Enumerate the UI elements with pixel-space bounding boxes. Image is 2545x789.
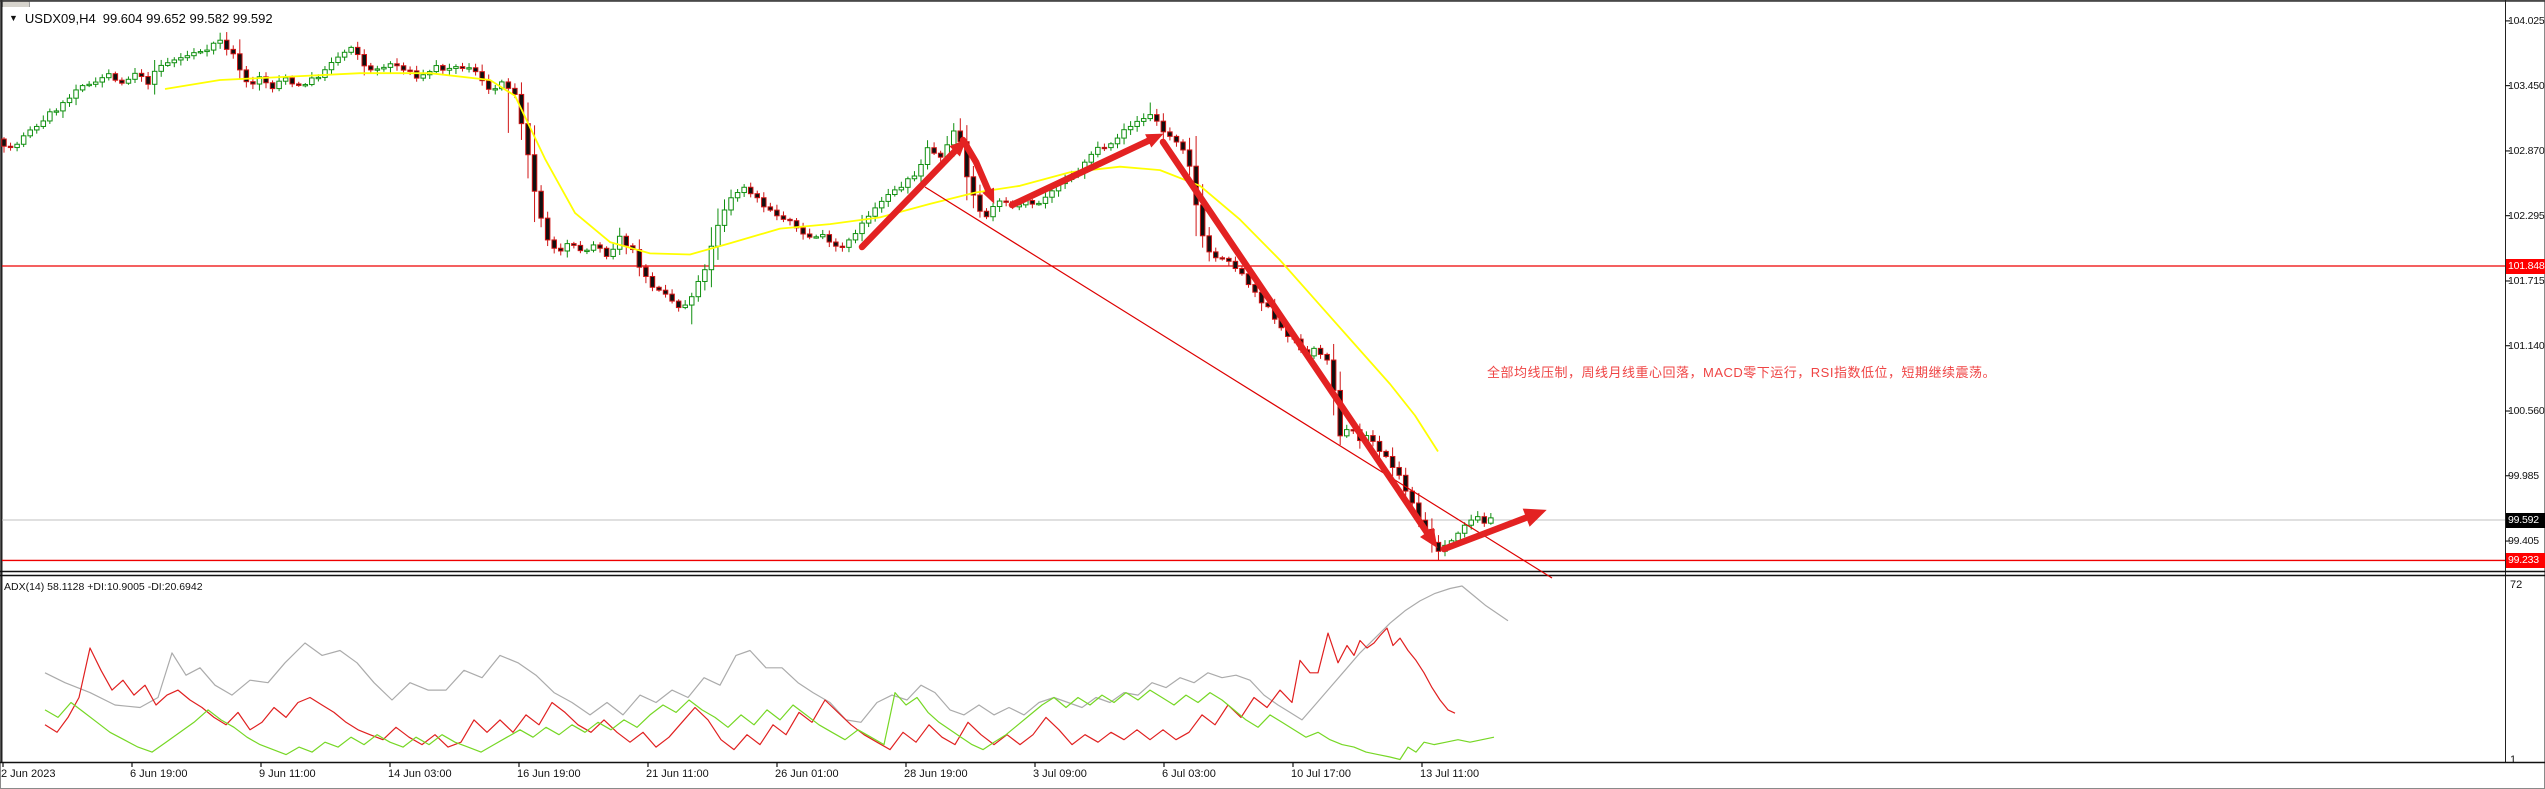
- time-axis-label: 28 Jun 19:00: [904, 768, 968, 780]
- time-axis-label: 26 Jun 01:00: [775, 768, 839, 780]
- time-axis-label: 6 Jul 03:00: [1162, 768, 1216, 780]
- price-axis-label: 99.985: [2508, 469, 2539, 482]
- adx-scale-bottom: 1: [2510, 754, 2517, 766]
- trend-arrow-shaft: [858, 146, 960, 251]
- price-axis-label: 102.870: [2508, 144, 2545, 157]
- price-axis-label: 99.405: [2508, 535, 2539, 548]
- price-axis-label: 101.715: [2508, 274, 2545, 287]
- price-axis-label: 102.295: [2508, 209, 2545, 222]
- adx-panel-series: [44, 585, 1509, 761]
- adx-scale-top: 72: [2510, 579, 2523, 591]
- trend-arrow-head: [1145, 133, 1164, 148]
- price-axis-label: 103.450: [2508, 79, 2545, 92]
- trend-arrow-shaft: [1159, 138, 1432, 538]
- price-axis-badge: 99.233: [2506, 552, 2545, 568]
- price-axis-badge: 99.592: [2506, 512, 2545, 528]
- price-axis-label: 101.140: [2508, 339, 2545, 352]
- analysis-note: 全部均线压制，周线月线重心回落，MACD零下运行，RSI指数低位，短期继续震荡。: [1487, 365, 1996, 380]
- trend-arrow-shaft: [1008, 136, 1154, 209]
- collapse-triangle-icon[interactable]: ▼: [9, 13, 18, 23]
- time-axis-label: 21 Jun 11:00: [646, 768, 709, 780]
- price-axis-label: 104.025: [2508, 14, 2545, 27]
- adx-indicator-label: ADX(14) 58.1128 +DI:10.9005 -DI:20.6942: [4, 581, 203, 593]
- time-axis-label: 13 Jul 11:00: [1420, 768, 1480, 780]
- plus-di-line: [44, 689, 1495, 761]
- minus-di-line: [44, 627, 1456, 751]
- price-level-lines: [2, 265, 2505, 562]
- trend-arrow-head: [1522, 508, 1547, 527]
- time-axis-label: 10 Jul 17:00: [1291, 768, 1351, 780]
- symbol-ohlc-row: ▼ USDX09,H4 99.604 99.652 99.582 99.592: [9, 11, 273, 26]
- adx-main-line: [44, 585, 1509, 723]
- time-axis-label: 3 Jul 09:00: [1033, 768, 1087, 780]
- trend-arrow-shaft: [1440, 513, 1532, 553]
- ma-line: [164, 72, 1439, 452]
- ohlc-quotes-label: 99.604 99.652 99.582 99.592: [102, 11, 273, 26]
- time-axis-label: 14 Jun 03:00: [388, 768, 452, 780]
- trend-arrow-head: [982, 187, 995, 204]
- axis-ticks: [2, 20, 2510, 767]
- trend-arrow-head: [1420, 527, 1438, 549]
- candlestick-series: [1, 32, 1494, 561]
- time-axis-label: 9 Jun 11:00: [259, 768, 316, 780]
- trend-arrow-shaft: [959, 136, 993, 196]
- price-axis-badge: 101.848: [2506, 258, 2545, 274]
- time-axis-label: 2 Jun 2023: [1, 768, 56, 780]
- price-axis-label: 100.560: [2508, 405, 2545, 418]
- symbol-timeframe-label: USDX09,H4: [24, 11, 96, 26]
- trend-arrows: [858, 133, 1547, 553]
- time-axis-label: 6 Jun 19:00: [130, 768, 188, 780]
- time-axis-label: 16 Jun 19:00: [517, 768, 581, 780]
- trendlines: [924, 186, 1553, 579]
- trendline: [924, 186, 1553, 579]
